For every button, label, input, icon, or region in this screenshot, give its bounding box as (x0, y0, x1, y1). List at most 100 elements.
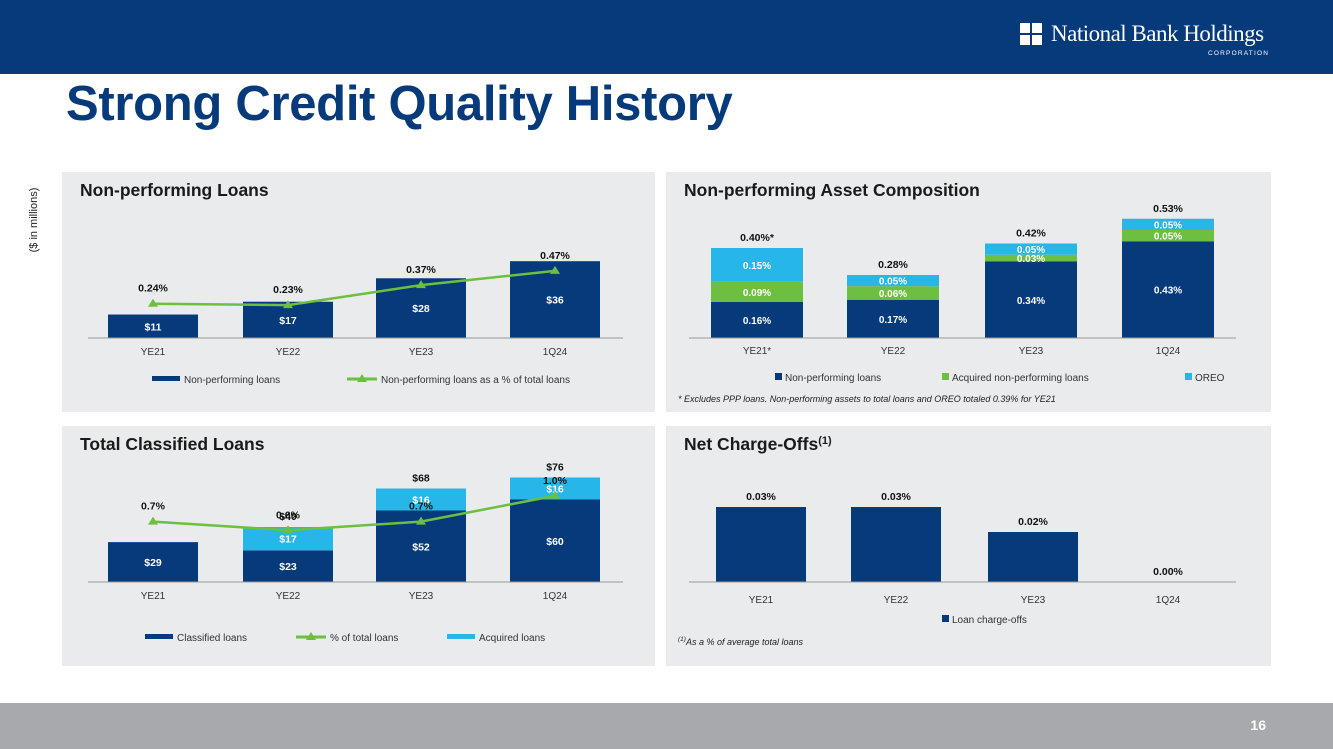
nco-chart: 0.03% 0.03% 0.02% 0.00% YE21 YE22 YE23 1Q24 Loan… (689, 491, 1236, 626)
npa-bar-segment (985, 243, 1077, 255)
npa-legend-label: Non-performing loans (785, 373, 881, 384)
npa-bar-segment (1122, 230, 1214, 242)
tcl-segment-label: $16 (412, 495, 430, 507)
tcl-segment-label: $16 (546, 484, 564, 496)
npl-bar (108, 314, 198, 338)
npl-line-label: 0.23% (273, 284, 303, 296)
npl-legend-marker (357, 374, 367, 382)
npl-legend-swatch (152, 376, 180, 381)
npa-bar-segment (847, 275, 939, 287)
npa-footnote: * Excludes PPP loans. Non-performing ass… (678, 394, 1056, 404)
tcl-line-label: 0.7% (141, 501, 166, 513)
tcl-line-point (550, 490, 560, 499)
npa-bar-segment (985, 254, 1077, 262)
header-bar: National Bank Holdings CORPORATION (0, 0, 1333, 74)
tcl-segment-label: $17 (279, 534, 297, 546)
tcl-line-label: 0.6% (276, 509, 301, 521)
npa-segment-label: 0.06% (879, 289, 907, 300)
nco-legend-swatch (942, 615, 949, 622)
npa-total-label: 0.53% (1153, 203, 1183, 215)
npa-bar-segment (985, 261, 1077, 338)
tcl-segment-label: $23 (279, 561, 297, 573)
npl-title: Non-performing Loans (80, 180, 269, 200)
npl-line-point (416, 280, 426, 289)
npa-total-label: 0.40%* (740, 232, 775, 244)
tcl-legend-label: Classified loans (177, 633, 247, 644)
tcl-line-point (416, 516, 426, 525)
y-unit-label: ($ in millions) (28, 187, 40, 253)
nco-footnote: (1)As a % of average total loans (678, 636, 803, 647)
npa-total-label: 0.28% (878, 259, 908, 271)
npa-segment-label: 0.16% (743, 316, 771, 327)
nco-panel: Net Charge-Offs(1) 0.03% 0.03% 0.02% 0.00% Y… (666, 426, 1271, 666)
tcl-panel: Total Classified Loans $29 $23 $17 $40 $52 $1… (62, 426, 655, 666)
page-number: 16 (1250, 717, 1266, 733)
npa-bar-segment (1122, 241, 1214, 338)
npl-line-label: 0.24% (138, 283, 168, 295)
nco-footnote-sup: (1) (678, 636, 686, 643)
tcl-segment-label: $29 (144, 557, 162, 569)
tcl-total-label: $40 (279, 511, 297, 523)
company-sub: CORPORATION (1208, 50, 1270, 57)
tcl-legend-label: Acquired loans (479, 633, 545, 644)
npa-segment-label: 0.15% (743, 261, 771, 272)
footer-bar: 16 (0, 703, 1333, 749)
npl-line-point (550, 265, 560, 274)
npa-segment-label: 0.34% (1017, 296, 1045, 307)
page-title: Strong Credit Quality History (66, 77, 733, 131)
nco-tick-label: YE23 (1021, 595, 1046, 606)
tcl-title: Total Classified Loans (80, 434, 265, 454)
tcl-tick-label: YE21 (141, 591, 166, 602)
nco-bar (716, 507, 806, 582)
npa-segment-label: 0.17% (879, 315, 907, 326)
nco-bar (851, 507, 941, 582)
nco-title-sup: (1) (818, 435, 832, 447)
npa-segment-label: 0.03% (1017, 254, 1045, 265)
npa-legend-swatch (775, 373, 782, 380)
npl-tick-label: 1Q24 (543, 347, 568, 358)
npl-bar-label: $28 (412, 303, 430, 315)
tcl-segment-label: $60 (546, 536, 564, 548)
npa-chart: 0.16%0.09%0.15%0.40%*0.17%0.06%0.05%0.28… (689, 203, 1236, 384)
nco-tick-label: YE21 (749, 595, 774, 606)
npl-tick-label: YE22 (276, 347, 301, 358)
npl-chart: $11 $17 $28 $36 YE21 YE22 YE23 1Q24 0.24% 0.23% 0.… (88, 250, 623, 386)
npa-tick-label: YE22 (881, 346, 906, 357)
company-logo: National Bank Holdings CORPORATION (1020, 21, 1270, 61)
tcl-line-label: 1.0% (543, 475, 568, 487)
npa-segment-label: 0.05% (1154, 220, 1182, 231)
tcl-bar-segment (376, 488, 466, 511)
nco-bar (988, 532, 1078, 582)
tcl-legend-label: % of total loans (330, 633, 398, 644)
npa-segment-label: 0.05% (1017, 245, 1045, 256)
tcl-line-label: 0.7% (409, 501, 434, 513)
npa-bar-segment (1122, 218, 1214, 230)
npa-legend-label: OREO (1195, 373, 1225, 384)
npa-segment-label: 0.05% (879, 277, 907, 288)
tcl-legend-swatch (145, 634, 173, 639)
nco-bar-label: 0.02% (1018, 516, 1048, 528)
tcl-total-label: $76 (546, 462, 564, 474)
npl-bar-label: $11 (145, 321, 162, 333)
npl-trend-line (152, 269, 556, 307)
npl-line-label: 0.37% (406, 264, 436, 276)
npl-panel: Non-performing Loans $11 $17 $28 $36 YE21 YE2… (62, 172, 655, 412)
tcl-chart: $29 $23 $17 $40 $52 $16 $68 $60 $16 $76 YE21 YE22 YE… (88, 462, 623, 644)
tcl-bar-segment (510, 499, 600, 582)
nco-tick-label: 1Q24 (1156, 595, 1181, 606)
npl-bar-label: $17 (279, 315, 297, 327)
npl-bar-label: $36 (546, 295, 564, 307)
npa-tick-label: YE21* (743, 346, 771, 357)
npa-tick-label: YE23 (1019, 346, 1044, 357)
npa-bar-segment (711, 281, 803, 302)
npa-total-label: 0.42% (1016, 228, 1046, 240)
npl-legend-label: Non-performing loans as a % of total loa… (381, 375, 570, 386)
nco-title: Net Charge-Offs(1) (684, 434, 832, 455)
npl-tick-label: YE21 (141, 347, 166, 358)
nco-title-text: Net Charge-Offs (684, 434, 819, 454)
tcl-line-point (148, 516, 158, 525)
npa-bar-segment (847, 286, 939, 300)
tcl-tick-label: 1Q24 (543, 591, 568, 602)
npa-legend-swatch (942, 373, 949, 380)
npa-bar-segment (711, 302, 803, 338)
